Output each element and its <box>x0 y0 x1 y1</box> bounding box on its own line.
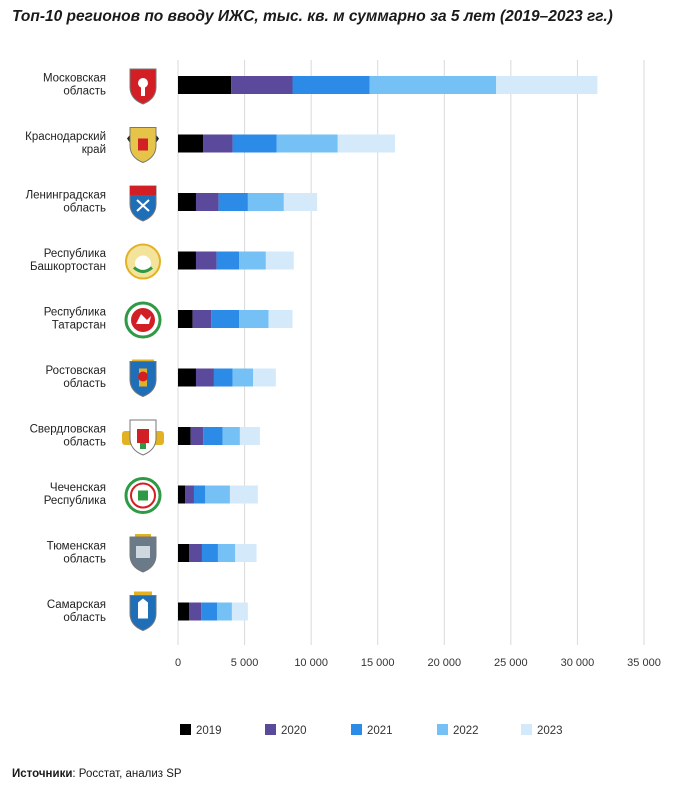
bar-segment-2021 <box>203 427 223 445</box>
category-label: Чеченская Республика <box>44 482 107 507</box>
source-note: Источники: Росстат, анализ SP <box>12 768 182 780</box>
bar-segment-2022 <box>369 76 497 94</box>
bar-segment-2022 <box>232 368 254 387</box>
bashkortostan-emblem-icon <box>125 243 161 280</box>
bar-segment-2023 <box>496 76 598 94</box>
bar-segment-2020 <box>203 134 233 153</box>
chart-title: Топ-10 регионов по вводу ИЖС, тыс. кв. м… <box>12 8 613 25</box>
samara-oblast-coat-of-arms-icon <box>129 591 157 632</box>
category-label: Ростовская область <box>46 365 106 390</box>
bar-segment-2022 <box>239 251 266 270</box>
x-tick-label: 30 000 <box>561 657 595 669</box>
category-label: Самарская область <box>47 599 106 624</box>
bar-segment-2020 <box>189 544 202 562</box>
legend-label: 2020 <box>281 725 307 737</box>
legend-label: 2019 <box>196 725 222 737</box>
bar-segment-2021 <box>218 193 248 211</box>
bar-segment-2022 <box>222 427 240 445</box>
bars <box>178 76 598 621</box>
bar-segment-2023 <box>235 544 257 562</box>
bar-segment-2019 <box>178 427 191 445</box>
bar-segment-2021 <box>201 544 218 562</box>
legend-label: 2022 <box>453 725 479 737</box>
bar-segment-2019 <box>178 368 196 387</box>
bar-segment-2021 <box>193 485 206 504</box>
category-label: Республика Башкортостан <box>30 248 107 273</box>
bar-segment-2023 <box>337 134 396 153</box>
bar-segment-2020 <box>192 310 212 328</box>
category-labels: Московская область Краснодарский край Ленинг… <box>25 73 106 625</box>
legend-swatch-2020 <box>265 724 276 735</box>
bar-segment-2020 <box>231 76 293 94</box>
legend: 2019 2020 2021 2022 2023 <box>180 724 563 737</box>
region-emblems <box>122 68 164 632</box>
category-label: Республика Татарстан <box>44 307 107 332</box>
moscow-oblast-coat-of-arms-icon <box>129 68 157 105</box>
bar-segment-2019 <box>178 485 186 504</box>
bar-segment-2022 <box>217 544 236 562</box>
bar-segment-2020 <box>189 602 202 621</box>
krasnodar-krai-coat-of-arms-icon <box>127 127 159 164</box>
legend-label: 2023 <box>537 725 563 737</box>
leningrad-oblast-coat-of-arms-icon <box>129 185 157 222</box>
stacked-bar-chart: Московская область Краснодарский край Ленинг… <box>25 60 661 737</box>
x-tick-label: 5 000 <box>231 657 259 669</box>
category-label: Тюменская область <box>47 541 106 566</box>
bar-segment-2020 <box>185 485 194 504</box>
x-axis-ticks: 0 5 000 10 000 15 000 20 000 25 000 30 000 35 0… <box>175 657 661 669</box>
rostov-oblast-coat-of-arms-icon <box>129 359 157 398</box>
bar-segment-2023 <box>265 251 294 270</box>
bar-segment-2020 <box>195 368 214 387</box>
bar-segment-2020 <box>195 193 219 211</box>
tatarstan-emblem-icon <box>124 301 162 339</box>
bar-segment-2019 <box>178 602 190 621</box>
grid-lines <box>177 60 645 645</box>
bar-segment-2023 <box>239 427 260 445</box>
x-tick-label: 20 000 <box>427 657 461 669</box>
sverdlovsk-oblast-coat-of-arms-icon <box>122 419 164 456</box>
bar-segment-2023 <box>268 310 293 328</box>
bar-segment-2023 <box>229 485 258 504</box>
x-tick-label: 35 000 <box>627 657 661 669</box>
bar-segment-2021 <box>292 76 370 94</box>
source-text: : Росстат, анализ SP <box>72 768 182 780</box>
bar-segment-2023 <box>283 193 318 211</box>
bar-segment-2021 <box>232 134 277 153</box>
chechen-republic-emblem-icon <box>124 477 162 514</box>
x-tick-label: 15 000 <box>361 657 395 669</box>
x-tick-label: 0 <box>175 657 181 669</box>
legend-swatch-2021 <box>351 724 362 735</box>
bar-segment-2019 <box>178 310 193 328</box>
bar-segment-2022 <box>247 193 284 211</box>
category-label: Краснодарский край <box>25 131 106 156</box>
bar-segment-2019 <box>178 251 196 270</box>
bar-segment-2021 <box>216 251 240 270</box>
bar-segment-2020 <box>195 251 217 270</box>
legend-label: 2021 <box>367 725 393 737</box>
bar-segment-2023 <box>231 602 248 621</box>
legend-swatch-2023 <box>521 724 532 735</box>
bar-segment-2022 <box>217 602 232 621</box>
bar-segment-2023 <box>253 368 276 387</box>
bar-segment-2021 <box>211 310 240 328</box>
bar-segment-2021 <box>201 602 218 621</box>
category-label: Свердловская область <box>30 424 106 449</box>
bar-segment-2022 <box>205 485 230 504</box>
bar-segment-2019 <box>178 134 204 153</box>
legend-swatch-2019 <box>180 724 191 735</box>
x-tick-label: 10 000 <box>294 657 328 669</box>
bar-segment-2020 <box>190 427 204 445</box>
bar-segment-2022 <box>276 134 338 153</box>
bar-segment-2022 <box>239 310 269 328</box>
bar-segment-2019 <box>178 193 196 211</box>
category-label: Московская область <box>43 73 106 98</box>
legend-swatch-2022 <box>437 724 448 735</box>
tyumen-oblast-coat-of-arms-icon <box>129 534 157 573</box>
bar-segment-2019 <box>178 76 232 94</box>
x-tick-label: 25 000 <box>494 657 528 669</box>
bar-segment-2021 <box>213 368 233 387</box>
source-label: Источники <box>12 768 73 780</box>
bar-segment-2019 <box>178 544 190 562</box>
category-label: Ленинградская область <box>26 190 106 215</box>
